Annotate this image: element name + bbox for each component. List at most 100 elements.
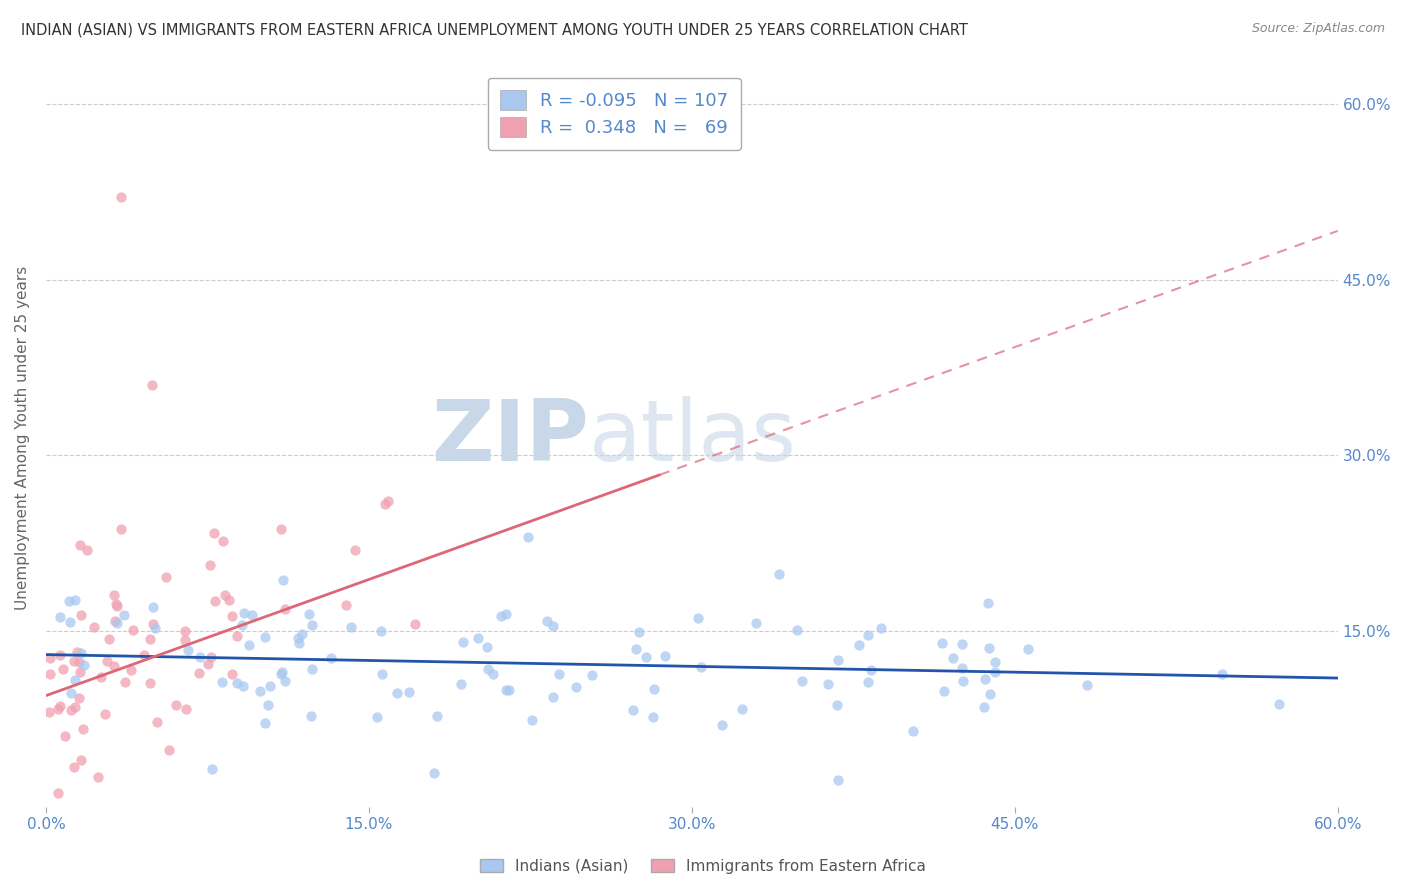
Point — [104, 614, 127, 628]
Point — [49, 698, 72, 713]
Point — [52, 662, 75, 676]
Point — [858, 675, 880, 690]
Legend: Indians (Asian), Immigrants from Eastern Africa: Indians (Asian), Immigrants from Eastern… — [474, 853, 932, 880]
Point — [366, 710, 388, 724]
Y-axis label: Unemployment Among Youth under 25 years: Unemployment Among Youth under 25 years — [15, 266, 30, 610]
Point — [38, 705, 60, 719]
Point — [621, 703, 644, 717]
Point — [274, 602, 297, 616]
Point — [374, 497, 396, 511]
Point — [522, 714, 544, 728]
Point — [977, 641, 1000, 656]
Point — [70, 646, 93, 660]
Point — [72, 722, 94, 736]
Point — [792, 673, 814, 688]
Point — [827, 698, 849, 712]
Point — [451, 635, 474, 649]
Point — [69, 665, 91, 679]
Point — [232, 679, 254, 693]
Point — [83, 620, 105, 634]
Point — [301, 662, 323, 676]
Text: atlas: atlas — [589, 396, 796, 479]
Point — [122, 624, 145, 638]
Point — [901, 724, 924, 739]
Point — [58, 594, 80, 608]
Point — [157, 743, 180, 757]
Point — [298, 607, 321, 622]
Point — [271, 573, 294, 587]
Point — [249, 684, 271, 698]
Point — [49, 648, 72, 662]
Point — [287, 631, 309, 645]
Point — [226, 628, 249, 642]
Point — [973, 672, 995, 686]
Point — [187, 665, 209, 680]
Point — [848, 638, 870, 652]
Point — [860, 663, 883, 677]
Point — [142, 600, 165, 615]
Point — [165, 698, 187, 713]
Point — [38, 650, 60, 665]
Point — [59, 703, 82, 717]
Point — [495, 607, 517, 621]
Point — [132, 648, 155, 663]
Point — [498, 683, 520, 698]
Point — [950, 661, 973, 675]
Point — [204, 594, 226, 608]
Point — [105, 616, 128, 631]
Point — [62, 654, 84, 668]
Point — [120, 663, 142, 677]
Point — [344, 543, 367, 558]
Point — [67, 691, 90, 706]
Point — [188, 649, 211, 664]
Point — [827, 772, 849, 787]
Point — [481, 667, 503, 681]
Point — [174, 624, 197, 638]
Point — [231, 617, 253, 632]
Point — [731, 701, 754, 715]
Point — [197, 657, 219, 671]
Point — [973, 699, 995, 714]
Point — [450, 677, 472, 691]
Point — [53, 729, 76, 743]
Point — [339, 620, 361, 634]
Point — [76, 543, 98, 558]
Point — [105, 599, 128, 613]
Point — [495, 682, 517, 697]
Point — [46, 702, 69, 716]
Point — [138, 632, 160, 647]
Point — [477, 662, 499, 676]
Point — [141, 378, 163, 392]
Point — [581, 668, 603, 682]
Point — [225, 676, 247, 690]
Point — [38, 667, 60, 681]
Point — [931, 636, 953, 650]
Point — [86, 770, 108, 784]
Point — [212, 534, 235, 549]
Point — [287, 636, 309, 650]
Point — [59, 686, 82, 700]
Point — [626, 642, 648, 657]
Point — [984, 665, 1007, 679]
Point — [404, 617, 426, 632]
Point — [233, 606, 256, 620]
Point — [69, 608, 91, 623]
Point — [112, 607, 135, 622]
Text: ZIP: ZIP — [430, 396, 589, 479]
Point — [628, 625, 651, 640]
Point — [291, 627, 314, 641]
Point — [634, 650, 657, 665]
Point — [932, 683, 955, 698]
Point — [950, 637, 973, 651]
Point — [641, 710, 664, 724]
Point — [370, 624, 392, 638]
Point — [238, 638, 260, 652]
Point — [301, 618, 323, 632]
Point — [319, 650, 342, 665]
Point — [870, 621, 893, 635]
Point — [786, 624, 808, 638]
Point — [688, 611, 710, 625]
Point — [90, 670, 112, 684]
Point — [253, 715, 276, 730]
Point — [221, 667, 243, 681]
